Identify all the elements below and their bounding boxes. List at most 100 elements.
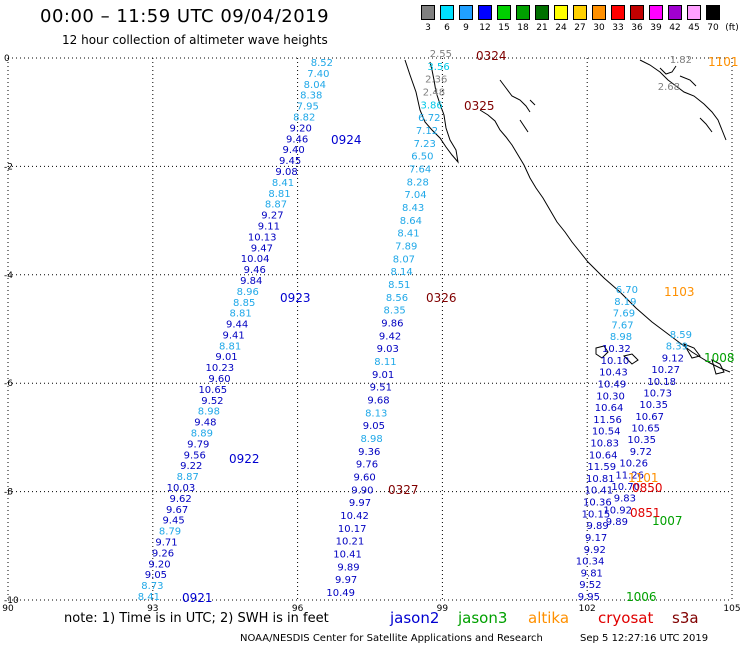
wave-height-value: 8.13	[365, 408, 387, 419]
wave-height-value: 2.48	[423, 88, 445, 99]
wave-height-value: 3.86	[420, 100, 442, 111]
x-tick-label: 99	[437, 604, 449, 614]
legend-swatch	[535, 5, 549, 20]
wave-height-value: 11.56	[593, 415, 622, 426]
wave-height-value: 9.36	[358, 447, 380, 458]
wave-height-value: 9.44	[226, 320, 248, 331]
y-tick-label: -4	[4, 271, 13, 281]
wave-height-value: 9.46	[244, 265, 266, 276]
coastline	[404, 59, 731, 375]
legend-label: 24	[555, 23, 567, 33]
legend-swatch	[478, 5, 492, 20]
wave-height-value: 10.35	[639, 400, 668, 411]
wave-height-value: 8.35	[384, 306, 406, 317]
legend-altika: altika	[528, 609, 570, 627]
map-title: 00:00 – 11:59 UTC 09/04/2019	[40, 6, 330, 27]
pass-time-label: 0326	[426, 291, 457, 305]
wave-height-value: 9.11	[258, 221, 280, 232]
legend-label: 39	[650, 23, 662, 33]
wave-height-value: 9.22	[180, 461, 202, 472]
legend-label: 9	[463, 23, 469, 33]
pass-time-labels: 0324 0325 0924 0923 0326 0922 0327 0921 1103 1101…	[182, 49, 739, 605]
wave-height-value: 2.55	[430, 49, 452, 60]
wave-height-value: 9.86	[381, 319, 403, 330]
wave-height-value: 9.71	[155, 538, 177, 549]
wave-height-value: 10.10	[601, 356, 630, 367]
pass-time-label: 1101	[628, 471, 659, 485]
wave-height-value: 7.95	[297, 102, 319, 113]
wave-height-value: 8.64	[400, 216, 422, 227]
wave-height-value: 6.72	[418, 113, 440, 124]
wave-height-value: 10.30	[596, 391, 625, 402]
wave-height-value: 8.73	[141, 581, 163, 592]
wave-height-value: 8.87	[177, 472, 199, 483]
wave-height-value: 10.65	[198, 385, 227, 396]
wave-height-value: 10.26	[619, 459, 648, 470]
x-tick-label: 96	[292, 604, 304, 614]
wave-height-value: 10.49	[326, 588, 355, 599]
legend-swatch	[687, 5, 701, 20]
wave-height-value: 8.81	[230, 309, 252, 320]
wave-height-value: 9.51	[370, 383, 392, 394]
footnote: note: 1) Time is in UTC; 2) SWH is in fe…	[64, 611, 329, 626]
wave-height-value: 9.20	[148, 559, 170, 570]
wave-height-value: 10.34	[576, 557, 605, 568]
wave-height-value: 8.98	[198, 407, 220, 418]
wave-height-value: 10.65	[631, 424, 660, 435]
x-tick-label: 102	[579, 604, 596, 614]
pass-time-label: 0851	[630, 506, 661, 520]
wave-height-value: 10.73	[643, 388, 672, 399]
wave-height-value: 7.64	[409, 165, 431, 176]
wave-height-value: 9.97	[335, 575, 357, 586]
wave-height-value: 9.83	[614, 494, 636, 505]
wave-height-value: 1.82	[670, 55, 692, 66]
legend-swatch	[554, 5, 568, 20]
wave-height-value: 9.60	[354, 473, 376, 484]
x-tick-label: 105	[723, 604, 740, 614]
wave-height-value: 9.89	[606, 517, 628, 528]
wave-height-value: 9.46	[286, 134, 308, 145]
wave-height-value: 9.42	[379, 331, 401, 342]
wave-height-value: 9.60	[208, 374, 230, 385]
wave-height-value: 9.97	[349, 498, 371, 509]
pass-time-label: 0924	[331, 133, 362, 147]
legend-swatch	[592, 5, 606, 20]
wave-height-value: 7.12	[416, 126, 438, 137]
wave-height-value: 9.01	[215, 352, 237, 363]
wave-height-value: 9.01	[372, 370, 394, 381]
wave-height-value: 10.32	[602, 344, 631, 355]
wave-height-value: 10.83	[590, 439, 619, 450]
wave-height-value: 8.04	[304, 80, 326, 91]
wave-height-value: 10.03	[167, 483, 196, 494]
pass-time-label: 0923	[280, 291, 311, 305]
wave-height-value: 8.11	[374, 357, 396, 368]
pass-time-label: 0921	[182, 591, 213, 605]
wave-height-value: 9.84	[240, 276, 262, 287]
wave-height-value: 9.17	[585, 533, 607, 544]
wave-height-value: 9.08	[275, 167, 297, 178]
wave-height-value: 9.45	[162, 516, 184, 527]
legend-label: 36	[631, 23, 643, 33]
wave-height-value: 9.89	[587, 521, 609, 532]
wave-height-value: 7.40	[307, 69, 329, 80]
wave-height-value: 10.23	[206, 363, 235, 374]
wave-height-value: 10.67	[635, 412, 664, 423]
pass-time-label: 1101	[708, 55, 739, 69]
wave-height-value: 9.48	[194, 418, 216, 429]
wave-height-value: 8.89	[191, 429, 213, 440]
pass-time-label: 1007	[652, 514, 683, 528]
legend-cryosat: cryosat	[598, 609, 654, 627]
wave-height-value: 8.85	[233, 298, 255, 309]
legend-jason2: jason2	[390, 609, 440, 627]
legend-swatch	[649, 5, 663, 20]
wave-height-value: 10.43	[599, 368, 628, 379]
x-tick-label: 90	[2, 604, 14, 614]
legend-label: 6	[444, 23, 450, 33]
axis-tick-labels: 90 93 96 99 102 105 0 -2 -4 -6 -8 -10	[2, 54, 740, 614]
wave-height-value: 8.52	[311, 58, 333, 69]
wave-height-value: 7.89	[395, 242, 417, 253]
wave-height-value: 9.52	[579, 580, 601, 591]
map-subtitle: 12 hour collection of altimeter wave hei…	[62, 33, 328, 47]
wave-height-value: 10.17	[338, 524, 367, 535]
